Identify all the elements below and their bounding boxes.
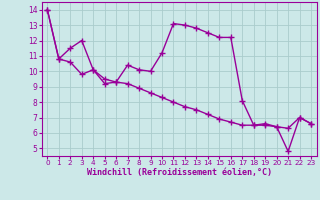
X-axis label: Windchill (Refroidissement éolien,°C): Windchill (Refroidissement éolien,°C) — [87, 168, 272, 177]
